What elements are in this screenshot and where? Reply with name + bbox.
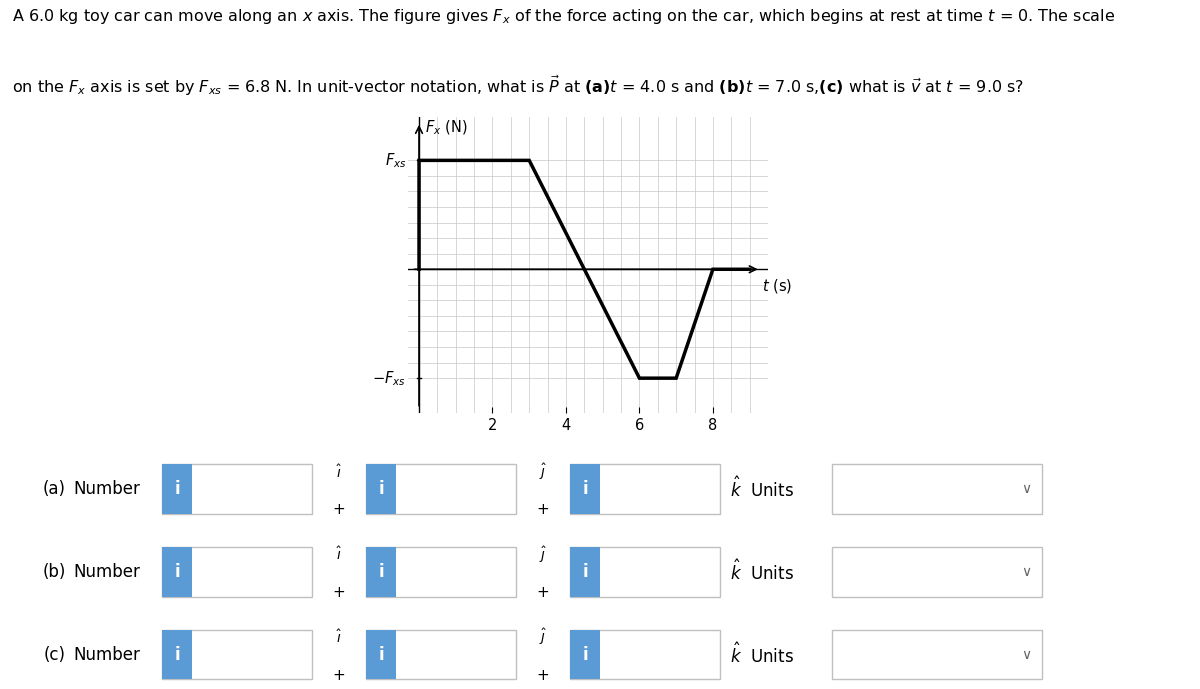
Text: (c): (c) (44, 646, 66, 664)
Text: ∨: ∨ (1021, 482, 1031, 496)
Text: A 6.0 kg toy car can move along an $x$ axis. The figure gives $F_x$ of the force: A 6.0 kg toy car can move along an $x$ a… (12, 7, 1115, 26)
Text: +: + (536, 668, 550, 683)
Bar (570, 464, 600, 514)
Text: Number: Number (74, 563, 140, 581)
Bar (162, 547, 192, 597)
Text: ∨: ∨ (1021, 648, 1031, 661)
Text: +: + (332, 585, 346, 600)
Text: i: i (378, 480, 384, 498)
Text: i: i (582, 646, 588, 664)
Text: +: + (536, 502, 550, 517)
Text: $\hat{\imath}$: $\hat{\imath}$ (336, 628, 342, 646)
Text: $\hat{k}$  Units: $\hat{k}$ Units (730, 477, 793, 502)
Text: Number: Number (74, 646, 140, 664)
Text: $F_{xs}$: $F_{xs}$ (384, 151, 406, 169)
Bar (570, 547, 600, 597)
Text: +: + (536, 585, 550, 600)
Text: i: i (174, 480, 180, 498)
Bar (366, 464, 396, 514)
Text: $\hat{\jmath}$: $\hat{\jmath}$ (539, 627, 547, 648)
Text: +: + (332, 668, 346, 683)
Text: $F_x$ (N): $F_x$ (N) (425, 119, 467, 137)
Text: $t$ (s): $t$ (s) (762, 277, 792, 296)
Text: i: i (174, 563, 180, 581)
Text: i: i (582, 480, 588, 498)
Text: i: i (378, 646, 384, 664)
Text: $\hat{k}$  Units: $\hat{k}$ Units (730, 559, 793, 584)
Text: i: i (378, 563, 384, 581)
Text: $\hat{\imath}$: $\hat{\imath}$ (336, 463, 342, 481)
Text: i: i (582, 563, 588, 581)
Text: $\hat{\imath}$: $\hat{\imath}$ (336, 546, 342, 564)
Bar (366, 630, 396, 679)
Bar (366, 547, 396, 597)
Text: Number: Number (74, 480, 140, 498)
Text: $-F_{xs}$: $-F_{xs}$ (372, 369, 406, 387)
Text: $\hat{k}$  Units: $\hat{k}$ Units (730, 642, 793, 667)
Bar (162, 464, 192, 514)
Text: on the $F_x$ axis is set by $F_{xs}$ = 6.8 N. In unit-vector notation, what is $: on the $F_x$ axis is set by $F_{xs}$ = 6… (12, 74, 1024, 99)
Text: $\hat{\jmath}$: $\hat{\jmath}$ (539, 544, 547, 565)
Bar (162, 630, 192, 679)
Text: i: i (174, 646, 180, 664)
Text: ∨: ∨ (1021, 565, 1031, 579)
Text: $\hat{\jmath}$: $\hat{\jmath}$ (539, 462, 547, 482)
Text: (b): (b) (43, 563, 66, 581)
Text: (a): (a) (43, 480, 66, 498)
Text: +: + (332, 502, 346, 517)
Bar (570, 630, 600, 679)
